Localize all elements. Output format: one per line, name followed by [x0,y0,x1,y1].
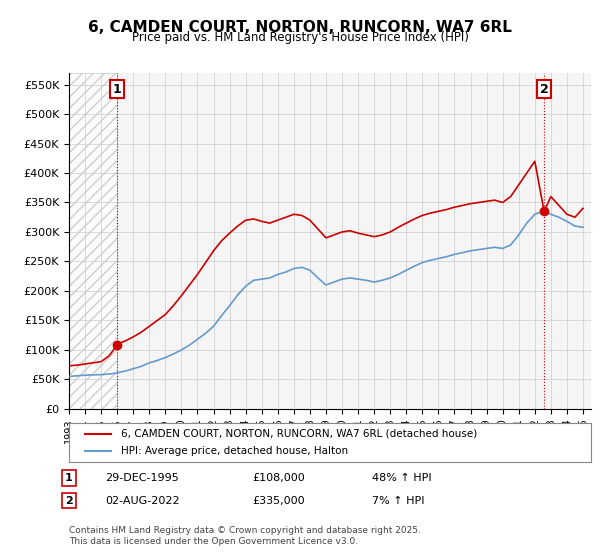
Text: £335,000: £335,000 [252,496,305,506]
Text: 02-AUG-2022: 02-AUG-2022 [105,496,179,506]
Text: Contains HM Land Registry data © Crown copyright and database right 2025.
This d: Contains HM Land Registry data © Crown c… [69,526,421,546]
Text: £108,000: £108,000 [252,473,305,483]
Text: 29-DEC-1995: 29-DEC-1995 [105,473,179,483]
Text: 2: 2 [65,496,73,506]
Text: 1: 1 [65,473,73,483]
Text: 48% ↑ HPI: 48% ↑ HPI [372,473,431,483]
Text: 2: 2 [540,83,548,96]
Text: 7% ↑ HPI: 7% ↑ HPI [372,496,425,506]
Text: Price paid vs. HM Land Registry's House Price Index (HPI): Price paid vs. HM Land Registry's House … [131,31,469,44]
Text: 1: 1 [113,83,121,96]
Text: 6, CAMDEN COURT, NORTON, RUNCORN, WA7 6RL: 6, CAMDEN COURT, NORTON, RUNCORN, WA7 6R… [88,20,512,35]
Text: 6, CAMDEN COURT, NORTON, RUNCORN, WA7 6RL (detached house): 6, CAMDEN COURT, NORTON, RUNCORN, WA7 6R… [121,429,478,439]
Text: HPI: Average price, detached house, Halton: HPI: Average price, detached house, Halt… [121,446,349,456]
